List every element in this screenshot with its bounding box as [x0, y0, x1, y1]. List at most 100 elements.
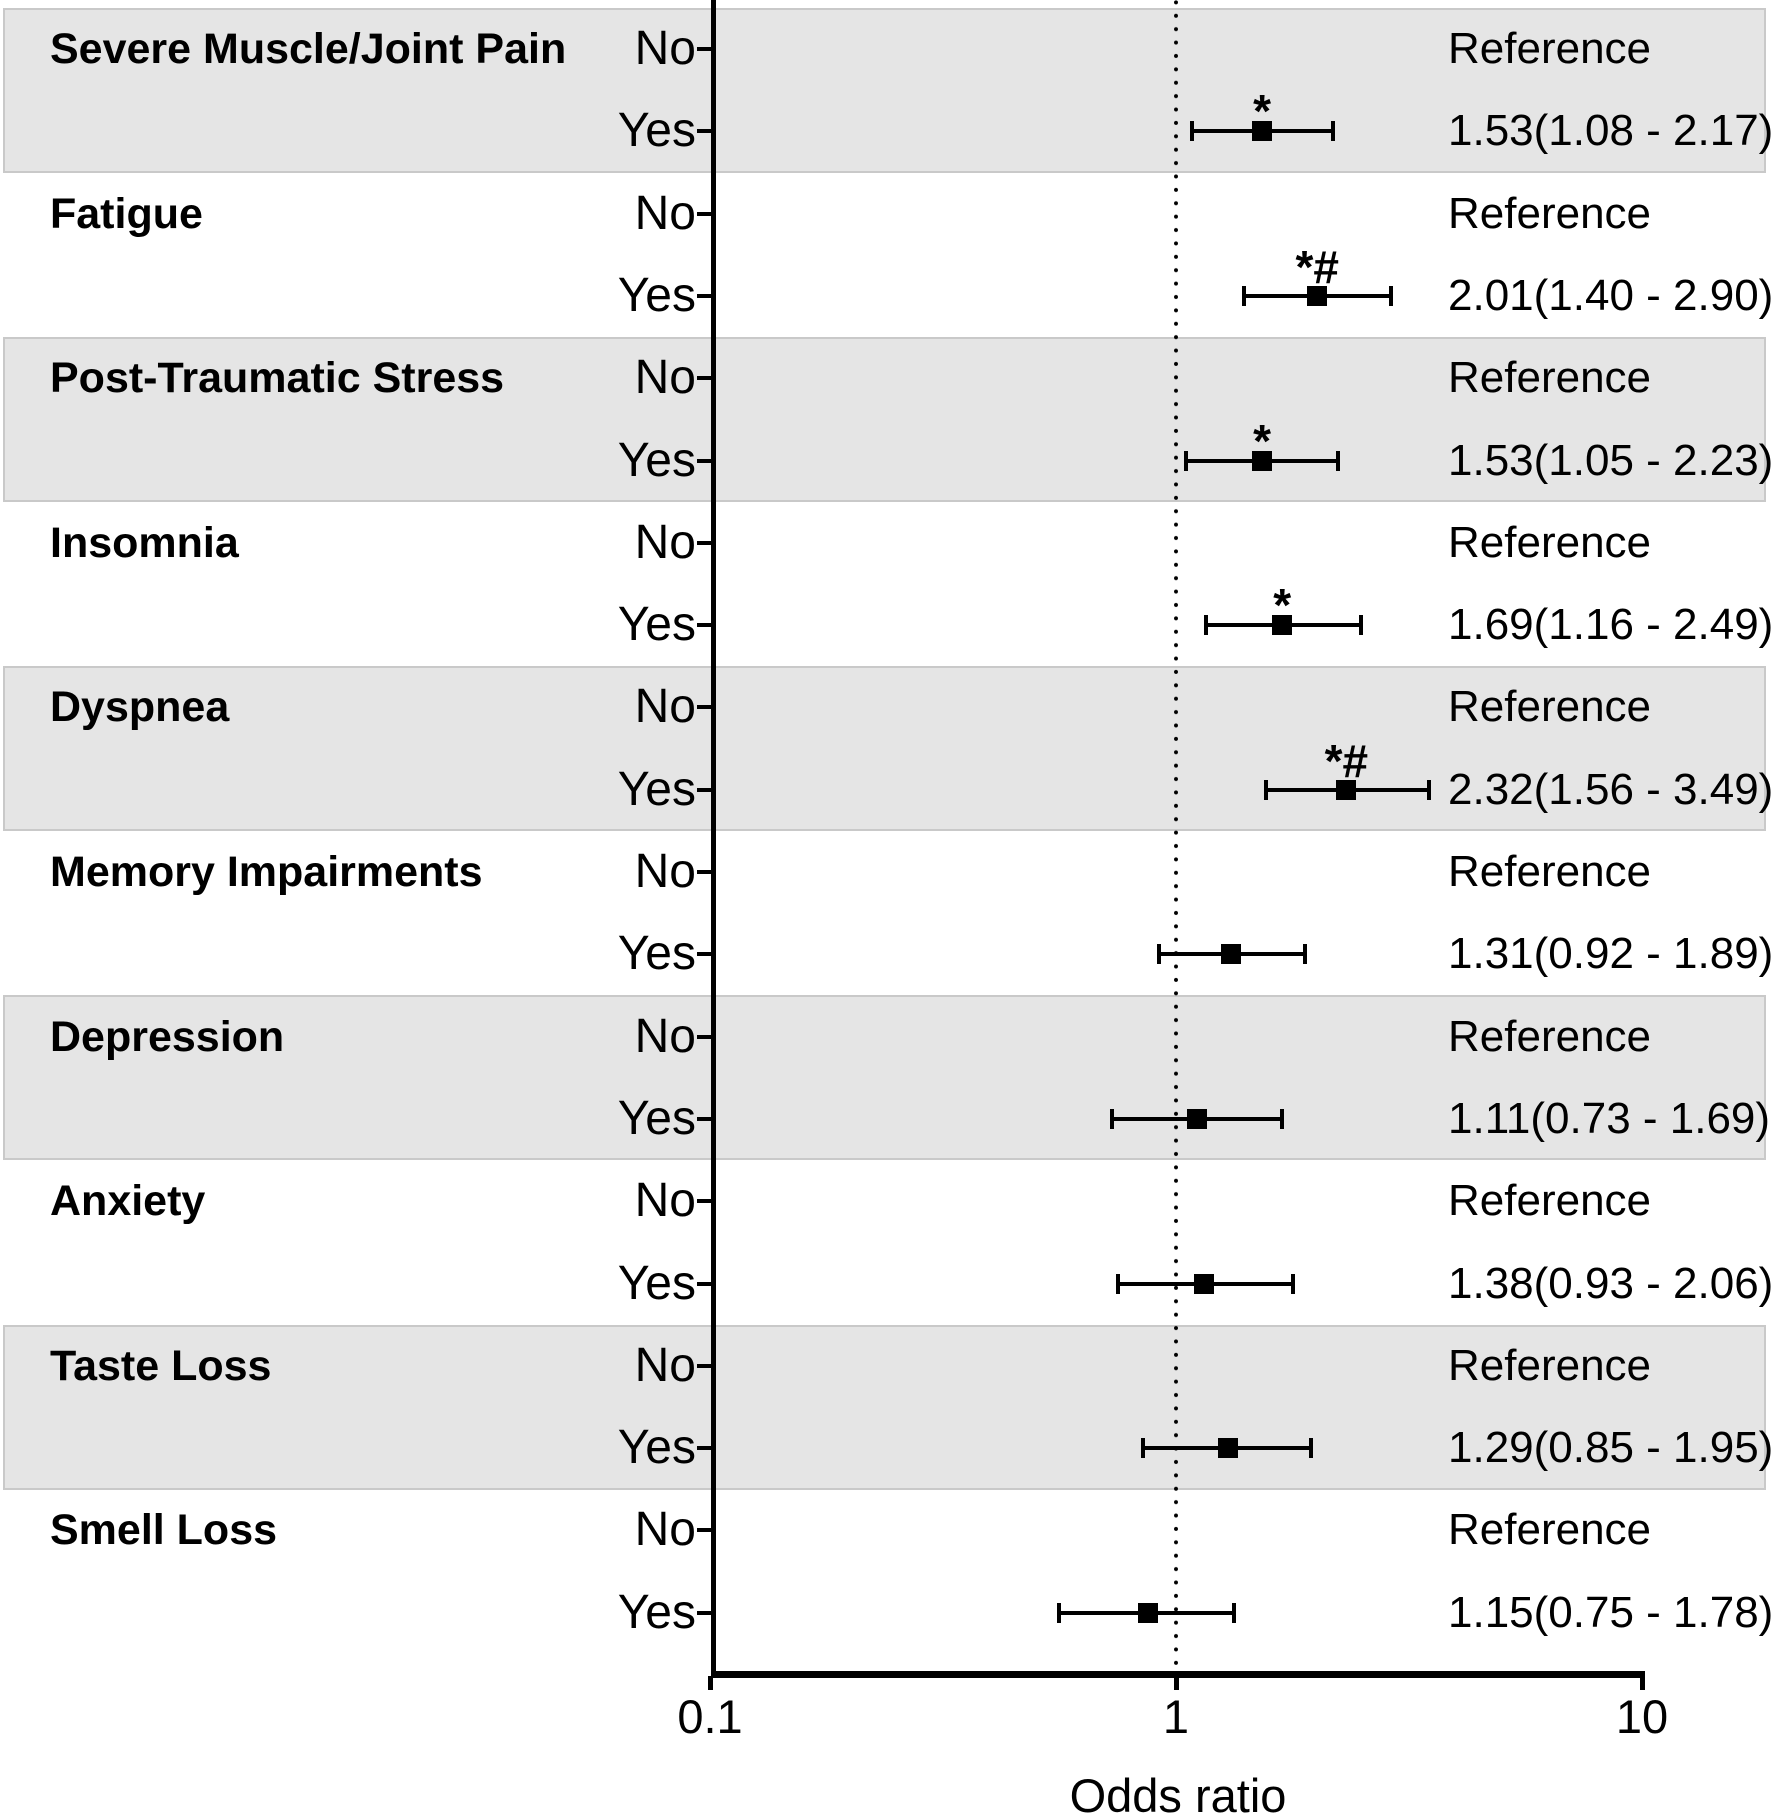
ci-cap-left	[1189, 121, 1194, 142]
level-label: Yes	[617, 927, 696, 981]
significance-marker: *	[1253, 85, 1272, 138]
ci-cap-left	[1204, 615, 1209, 636]
or-ci-text: 1.11(0.73 - 1.69)	[1448, 1093, 1771, 1143]
row-tick	[697, 1363, 713, 1368]
row-tick	[697, 787, 713, 792]
category-label: Severe Muscle/Joint Pain	[50, 25, 567, 73]
or-ci-text: 1.31(0.92 - 1.89)	[1448, 929, 1773, 979]
category-label: Dyspnea	[50, 683, 230, 732]
level-label: No	[634, 845, 696, 898]
or-ci-text: 2.32(1.56 - 3.49)	[1448, 764, 1773, 814]
row-tick	[697, 1610, 713, 1615]
category-label: Depression	[50, 1012, 285, 1061]
or-ci-text: 1.53(1.08 - 2.17)	[1448, 106, 1773, 156]
point-estimate-marker	[1336, 779, 1357, 800]
row-tick	[697, 376, 713, 381]
ci-cap-right	[1358, 615, 1363, 636]
level-label: No	[634, 515, 696, 569]
significance-marker: *	[1253, 414, 1272, 467]
row-tick	[697, 623, 713, 628]
significance-marker: *#	[1324, 734, 1369, 787]
row-tick	[697, 1528, 713, 1533]
row-tick	[697, 293, 713, 298]
level-label: No	[634, 351, 696, 405]
level-label: Yes	[617, 1091, 696, 1145]
ci-cap-right	[1280, 1108, 1285, 1129]
or-ci-text: 1.38(0.93 - 2.06)	[1448, 1258, 1773, 1308]
category-label: Fatigue	[50, 189, 203, 238]
ci-cap-right	[1389, 285, 1394, 306]
level-label: Yes	[617, 104, 696, 158]
or-ci-text: 1.69(1.16 - 2.49)	[1448, 600, 1773, 650]
reference-text: Reference	[1448, 682, 1652, 732]
level-label: No	[634, 186, 696, 240]
row-tick	[697, 47, 713, 51]
row-tick	[697, 1446, 713, 1451]
ci-cap-left	[1242, 285, 1247, 306]
row-tick	[697, 211, 713, 216]
reference-text: Reference	[1448, 353, 1652, 403]
level-label: No	[634, 22, 696, 75]
level-label: Yes	[617, 268, 696, 322]
axis-tick	[1640, 1676, 1645, 1690]
level-label: Yes	[617, 762, 696, 816]
level-label: No	[634, 680, 696, 734]
ci-cap-left	[1263, 779, 1268, 800]
level-label: Yes	[617, 433, 696, 487]
level-label: Yes	[617, 1256, 696, 1310]
point-estimate-marker	[1272, 615, 1293, 636]
ci-cap-left	[1115, 1273, 1120, 1294]
row-tick	[697, 1281, 713, 1286]
ci-cap-right	[1309, 1438, 1314, 1459]
category-label: Insomnia	[50, 518, 239, 567]
group-band	[3, 7, 1766, 173]
category-label: Post-Traumatic Stress	[50, 354, 505, 403]
category-label: Anxiety	[50, 1177, 206, 1226]
ci-cap-left	[1157, 944, 1162, 965]
or-ci-text: 1.29(0.85 - 1.95)	[1448, 1423, 1773, 1473]
row-tick	[697, 129, 713, 134]
point-estimate-marker	[1194, 1273, 1215, 1294]
group-band	[3, 995, 1766, 1161]
axis-tick	[708, 1676, 713, 1690]
axis-tick-label: 1	[1162, 1690, 1190, 1743]
y-axis-line	[711, 0, 716, 1674]
point-estimate-marker	[1252, 121, 1273, 142]
significance-marker: *#	[1295, 240, 1340, 293]
reference-text: Reference	[1448, 847, 1652, 896]
group-band	[3, 337, 1766, 503]
or-ci-text: 1.15(0.75 - 1.78)	[1448, 1587, 1773, 1637]
row-tick	[697, 870, 713, 874]
point-estimate-marker	[1217, 1438, 1238, 1459]
category-label: Taste Loss	[50, 1341, 272, 1390]
ci-cap-right	[1290, 1273, 1295, 1294]
level-label: No	[634, 1009, 696, 1063]
ci-cap-left	[1110, 1108, 1115, 1129]
row-tick	[697, 952, 713, 957]
reference-text: Reference	[1448, 1505, 1652, 1555]
group-band	[3, 1324, 1766, 1490]
axis-tick	[1174, 1676, 1179, 1690]
row-tick	[697, 540, 713, 545]
x-axis-title: Odds ratio	[1069, 1769, 1287, 1815]
ci-cap-left	[1183, 450, 1188, 471]
point-estimate-marker	[1252, 450, 1273, 471]
point-estimate-marker	[1307, 285, 1328, 306]
reference-text: Reference	[1448, 517, 1652, 567]
row-tick	[697, 1116, 713, 1121]
ci-cap-right	[1336, 450, 1341, 471]
significance-marker: *	[1273, 579, 1292, 632]
level-label: No	[634, 1503, 696, 1557]
reference-text: Reference	[1448, 1176, 1652, 1226]
axis-tick-label: 10	[1615, 1690, 1669, 1743]
ci-cap-right	[1302, 944, 1307, 965]
row-tick	[697, 705, 713, 710]
category-label: Memory Impairments	[50, 848, 483, 896]
level-label: No	[634, 1174, 696, 1228]
ci-cap-right	[1330, 121, 1335, 142]
row-tick	[697, 458, 713, 463]
ci-cap-right	[1426, 779, 1431, 800]
axis-tick-label: 0.1	[677, 1690, 743, 1743]
or-ci-text: 1.53(1.05 - 2.23)	[1448, 435, 1773, 485]
